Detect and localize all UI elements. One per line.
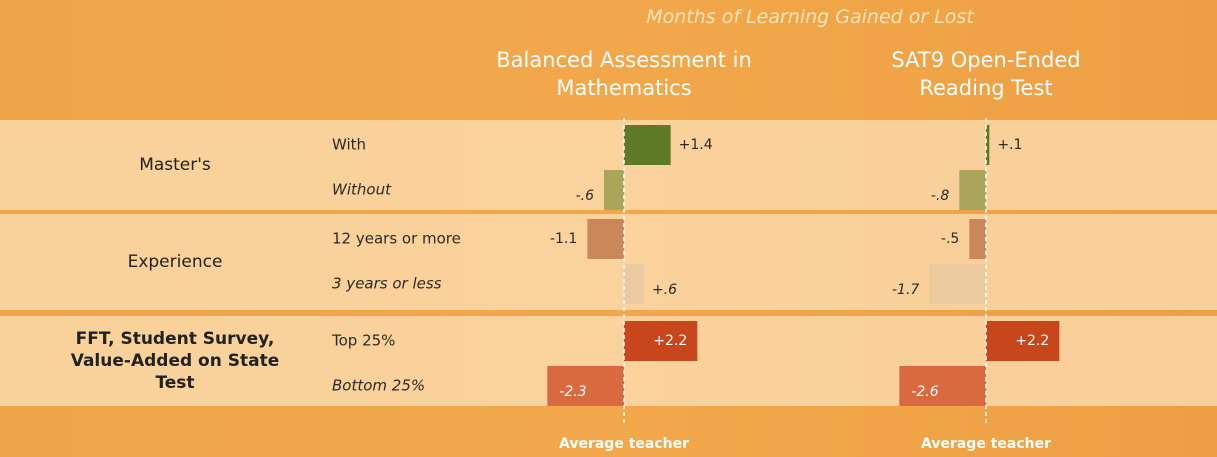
category-label: 12 years or more bbox=[332, 230, 461, 248]
value-label: -.5 bbox=[941, 231, 959, 247]
category-label: Top 25% bbox=[331, 332, 395, 350]
bar bbox=[986, 125, 990, 165]
group-label: Experience bbox=[127, 252, 223, 272]
supertitle: Months of Learning Gained or Lost bbox=[646, 6, 974, 28]
group-label: Master's bbox=[139, 155, 211, 175]
category-label: Without bbox=[332, 181, 392, 199]
value-label: +.6 bbox=[652, 282, 677, 298]
bar bbox=[986, 321, 1060, 361]
value-label: +2.2 bbox=[653, 333, 687, 349]
category-label: With bbox=[332, 136, 366, 154]
value-label: -1.1 bbox=[550, 231, 577, 247]
reference-label: Average teacher bbox=[921, 436, 1051, 452]
category-label: Bottom 25% bbox=[332, 377, 425, 395]
bar bbox=[899, 366, 986, 406]
bar bbox=[547, 366, 624, 406]
value-label: +1.4 bbox=[679, 137, 713, 153]
bar bbox=[929, 264, 986, 304]
value-label: -2.3 bbox=[559, 384, 586, 400]
bar bbox=[587, 219, 624, 259]
chart-title: SAT9 Open-Ended Reading Test bbox=[891, 48, 1081, 100]
bar bbox=[969, 219, 986, 259]
bar bbox=[624, 264, 644, 304]
value-label: -.6 bbox=[576, 188, 595, 204]
value-label: -.8 bbox=[931, 188, 950, 204]
reference-label: Average teacher bbox=[559, 436, 689, 452]
value-label: +2.2 bbox=[1015, 333, 1049, 349]
chart-title: Balanced Assessment in Mathematics bbox=[496, 48, 752, 100]
value-label: +.1 bbox=[997, 137, 1022, 153]
bar bbox=[624, 125, 671, 165]
group-label: FFT, Student Survey, Value-Added on Stat… bbox=[70, 329, 280, 393]
bar bbox=[959, 170, 986, 210]
bar bbox=[624, 321, 698, 361]
value-label: -2.6 bbox=[911, 384, 938, 400]
bar bbox=[604, 170, 624, 210]
value-label: -1.7 bbox=[892, 282, 919, 298]
category-label: 3 years or less bbox=[332, 275, 442, 293]
